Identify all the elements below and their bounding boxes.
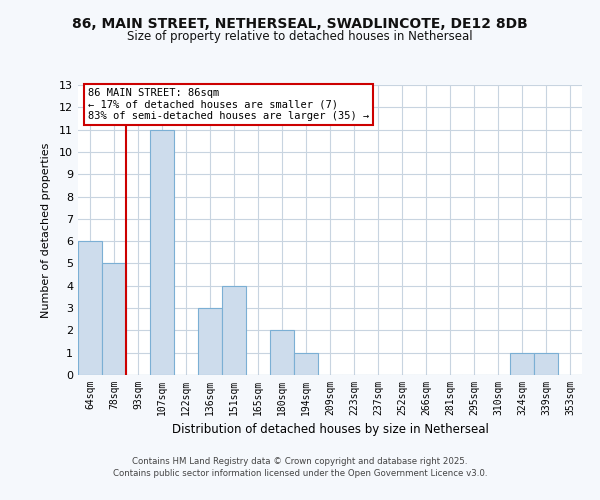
Bar [150,130,174,375]
Text: 86 MAIN STREET: 86sqm
← 17% of detached houses are smaller (7)
83% of semi-detac: 86 MAIN STREET: 86sqm ← 17% of detached … [88,88,370,121]
Bar [534,352,558,375]
Bar [102,264,126,375]
Bar [78,241,102,375]
Bar [198,308,222,375]
Bar [270,330,294,375]
Bar [510,352,534,375]
Text: Size of property relative to detached houses in Netherseal: Size of property relative to detached ho… [127,30,473,43]
Y-axis label: Number of detached properties: Number of detached properties [41,142,50,318]
Text: 86, MAIN STREET, NETHERSEAL, SWADLINCOTE, DE12 8DB: 86, MAIN STREET, NETHERSEAL, SWADLINCOTE… [72,18,528,32]
Text: Contains public sector information licensed under the Open Government Licence v3: Contains public sector information licen… [113,469,487,478]
Bar [294,352,318,375]
Bar [222,286,246,375]
Text: Contains HM Land Registry data © Crown copyright and database right 2025.: Contains HM Land Registry data © Crown c… [132,458,468,466]
X-axis label: Distribution of detached houses by size in Netherseal: Distribution of detached houses by size … [172,424,488,436]
